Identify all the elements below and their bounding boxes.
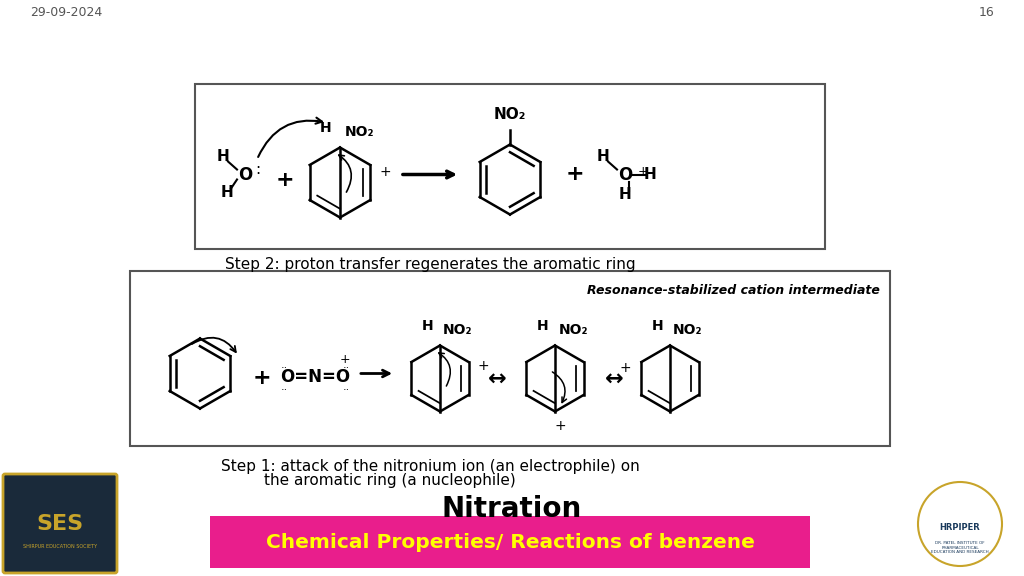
Text: ..: .. <box>281 381 288 392</box>
Circle shape <box>918 482 1002 566</box>
Text: the aromatic ring (a nucleophile): the aromatic ring (a nucleophile) <box>264 473 516 488</box>
Text: ..: .. <box>342 381 349 392</box>
Text: :: : <box>255 162 260 177</box>
Text: H: H <box>652 319 664 332</box>
Text: NO₂: NO₂ <box>494 107 526 122</box>
FancyArrowPatch shape <box>258 118 322 157</box>
Text: Step 2: proton transfer regenerates the aromatic ring: Step 2: proton transfer regenerates the … <box>224 256 635 271</box>
Text: Resonance-stabilized cation intermediate: Resonance-stabilized cation intermediate <box>587 285 880 297</box>
FancyBboxPatch shape <box>195 84 825 249</box>
Text: H: H <box>644 167 656 182</box>
Text: +: + <box>620 362 631 376</box>
Text: NO₂: NO₂ <box>345 126 375 139</box>
Text: H: H <box>618 187 632 202</box>
FancyBboxPatch shape <box>3 474 117 573</box>
FancyBboxPatch shape <box>130 271 890 446</box>
Text: +: + <box>638 165 648 178</box>
Text: ..: .. <box>281 361 288 370</box>
Text: O: O <box>238 165 252 184</box>
Text: NO₂: NO₂ <box>443 324 473 338</box>
Text: Step 1: attack of the nitronium ion (an electrophile) on: Step 1: attack of the nitronium ion (an … <box>220 458 639 473</box>
Text: O=N=O: O=N=O <box>280 367 350 385</box>
Text: DR. PATEL INSTITUTE OF
PHARMACEUTICAL
EDUCATION AND RESEARCH: DR. PATEL INSTITUTE OF PHARMACEUTICAL ED… <box>931 541 989 554</box>
FancyArrowPatch shape <box>191 338 236 352</box>
Text: ↔: ↔ <box>605 369 624 388</box>
Text: +: + <box>565 165 585 184</box>
Text: H: H <box>220 185 233 200</box>
Text: NO₂: NO₂ <box>558 324 588 338</box>
Text: 29-09-2024: 29-09-2024 <box>30 6 102 18</box>
Text: +: + <box>275 169 294 190</box>
Text: 16: 16 <box>978 6 994 18</box>
Text: +: + <box>253 367 271 388</box>
FancyArrowPatch shape <box>439 353 451 386</box>
FancyBboxPatch shape <box>210 516 810 568</box>
Text: H: H <box>422 319 434 332</box>
Text: +: + <box>554 419 566 433</box>
FancyArrowPatch shape <box>339 155 351 192</box>
Text: NO₂: NO₂ <box>673 324 702 338</box>
Text: SHIRPUR EDUCATION SOCIETY: SHIRPUR EDUCATION SOCIETY <box>23 544 97 548</box>
FancyArrowPatch shape <box>552 372 566 403</box>
Text: H: H <box>538 319 549 332</box>
Text: H: H <box>217 149 229 164</box>
Text: H: H <box>321 120 332 135</box>
Text: +: + <box>379 165 391 180</box>
Text: +: + <box>340 353 350 366</box>
Text: ..: .. <box>342 361 349 370</box>
Text: O: O <box>617 165 632 184</box>
Text: +: + <box>477 359 488 373</box>
Text: Chemical Properties/ Reactions of benzene: Chemical Properties/ Reactions of benzen… <box>265 532 755 551</box>
Text: Nitration: Nitration <box>442 495 582 523</box>
Text: H: H <box>597 149 609 164</box>
Text: HRPIPER: HRPIPER <box>940 524 980 532</box>
Text: SES: SES <box>37 514 84 534</box>
Text: ↔: ↔ <box>487 369 506 388</box>
